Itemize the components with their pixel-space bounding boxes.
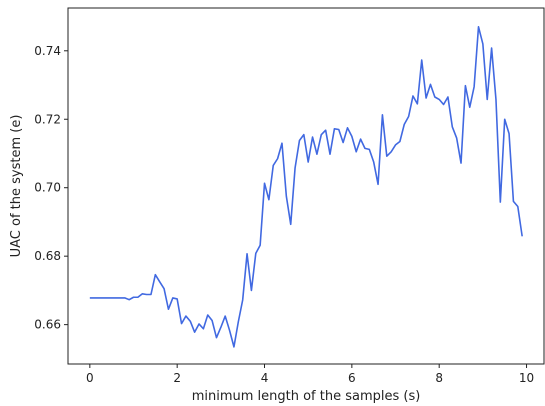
x-tick-label: 2 <box>173 371 181 385</box>
y-tick-label: 0.72 <box>34 112 61 126</box>
x-tick-label: 8 <box>435 371 443 385</box>
y-tick-label: 0.70 <box>34 181 61 195</box>
y-tick-label: 0.66 <box>34 318 61 332</box>
x-tick-label: 4 <box>261 371 269 385</box>
x-tick-label: 10 <box>519 371 534 385</box>
y-tick-label: 0.68 <box>34 249 61 263</box>
x-axis-label: minimum length of the samples (s) <box>192 389 421 404</box>
plot-background <box>68 8 544 364</box>
series-line <box>89 26 523 348</box>
axis-ticks: 0 2 4 6 8 10 0.66 0.68 0.70 0.72 0.74 <box>34 44 534 385</box>
x-tick-label: 6 <box>348 371 356 385</box>
y-axis-label: UAC of the system (e) <box>9 115 24 258</box>
plot-frame <box>67 7 545 365</box>
x-tick-label: 0 <box>86 371 94 385</box>
y-tick-label: 0.74 <box>34 44 61 58</box>
